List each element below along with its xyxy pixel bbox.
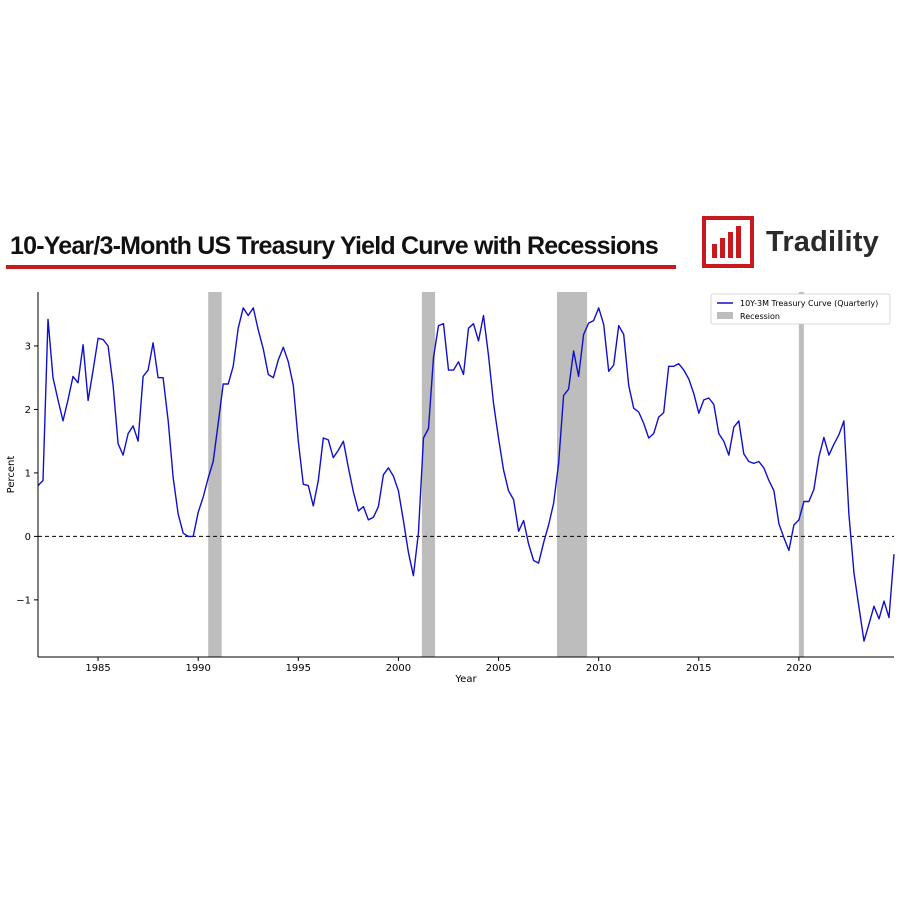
legend-label-series: 10Y-3M Treasury Curve (Quarterly) bbox=[740, 299, 878, 308]
y-tick-label: −1 bbox=[16, 595, 31, 606]
title-underline bbox=[6, 265, 676, 269]
series-line-10y-3m bbox=[37, 307, 895, 642]
legend-box bbox=[710, 293, 891, 325]
y-tick-label: 1 bbox=[25, 468, 31, 479]
chart-title: 10-Year/3-Month US Treasury Yield Curve … bbox=[10, 232, 659, 260]
x-tick-label: 2020 bbox=[786, 663, 811, 674]
recession-band bbox=[798, 292, 804, 657]
x-tick-label: 2000 bbox=[386, 663, 411, 674]
y-axis-label: Percent bbox=[6, 456, 17, 494]
recession-band bbox=[421, 292, 436, 657]
x-tick-label: 2010 bbox=[586, 663, 611, 674]
y-tick-label: 0 bbox=[25, 532, 31, 543]
brand-name: Tradility bbox=[766, 226, 879, 258]
recession-band bbox=[208, 292, 222, 657]
x-tick-label: 1985 bbox=[85, 663, 110, 674]
y-tick-label: 2 bbox=[25, 405, 31, 416]
yield-curve-chart: 1985 1990 1995 2000 2005 2010 2015 2020 −1 0 1 2 3 Ye… bbox=[6, 292, 895, 685]
bar-chart-logo-icon bbox=[702, 216, 754, 268]
x-axis-label: Year bbox=[454, 674, 477, 685]
x-tick-label: 2005 bbox=[486, 663, 511, 674]
legend-label-recession: Recession bbox=[740, 312, 780, 321]
x-tick-label: 2015 bbox=[686, 663, 711, 674]
x-tick-label: 1990 bbox=[185, 663, 210, 674]
x-tick-label: 1995 bbox=[286, 663, 311, 674]
legend-swatch-recession bbox=[717, 312, 733, 319]
chart-header: 10-Year/3-Month US Treasury Yield Curve … bbox=[0, 0, 900, 290]
y-tick-label: 3 bbox=[25, 341, 31, 352]
brand-logo: Tradility bbox=[702, 216, 900, 270]
